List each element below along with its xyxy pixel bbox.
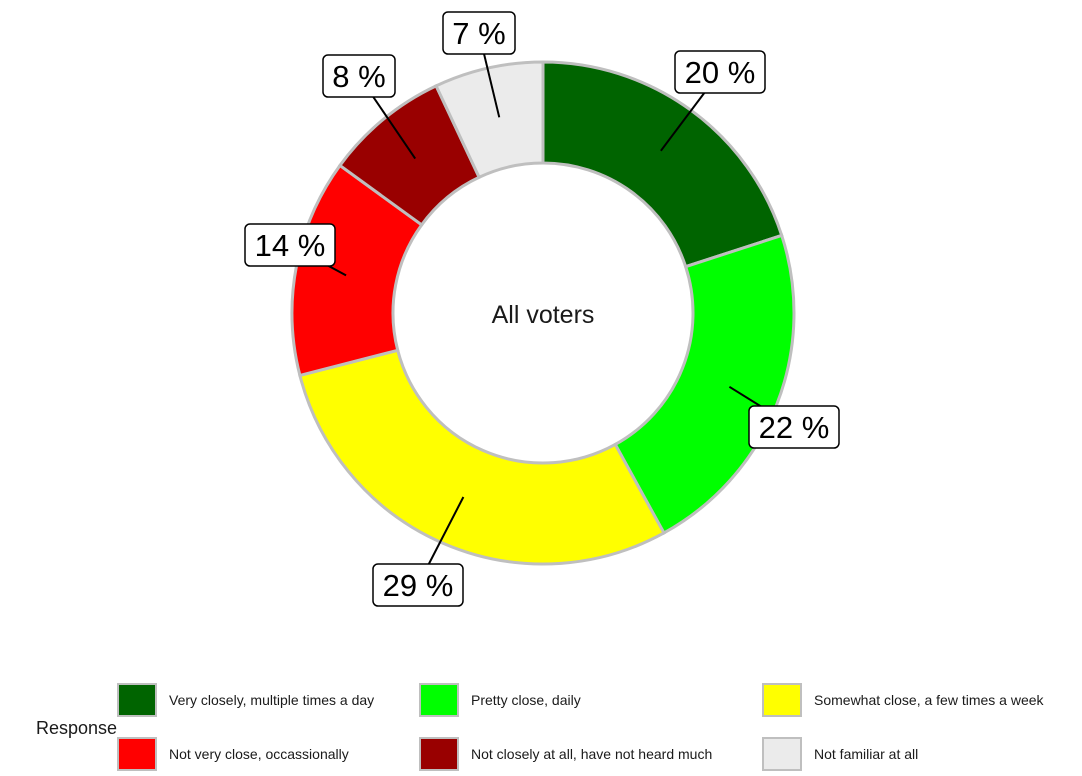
labels-group: 20 % 22 % 29 % 14 % 8 % 7 % [244,11,840,607]
slice-label-box [244,223,336,267]
slice-label: 7 % [442,11,516,55]
slice-label: 22 % [748,405,840,449]
slice-label-box [442,11,516,55]
legend-swatch [762,683,802,717]
slice-label-text: 7 % [452,16,505,51]
slice-label-text: 29 % [383,568,454,603]
legend-label: Not familiar at all [814,746,919,762]
legend-item: Not very close, occassionally [117,734,349,774]
legend-swatch [117,737,157,771]
donut-slice [541,60,784,269]
slice-label-box [322,54,396,98]
slice-label-box [372,563,464,607]
legend-swatch [762,737,802,771]
slice-label: 8 % [322,54,396,98]
legend-swatch [419,737,459,771]
legend: Response Very closely, multiple times a … [0,676,1082,776]
legend-label: Not very close, occassionally [169,746,349,762]
slice-label-box [674,50,766,94]
slice-label: 14 % [244,223,336,267]
legend-title: Response [36,718,118,738]
slice-label-text: 20 % [685,55,756,90]
legend-label: Not closely at all, have not heard much [471,746,713,762]
legend-item: Somewhat close, a few times a week [762,680,1044,720]
legend-item: Pretty close, daily [419,680,581,720]
legend-label: Pretty close, daily [471,692,581,708]
legend-swatch [117,683,157,717]
legend-swatch [419,683,459,717]
slice-label: 29 % [372,563,464,607]
slice-label-text: 8 % [332,59,385,94]
slice-label-text: 22 % [759,410,830,445]
slice-label-text: 14 % [255,228,326,263]
legend-item: Not closely at all, have not heard much [419,734,712,774]
center-label: All voters [492,301,595,329]
donut-slice [434,60,545,180]
donut-chart: 20 % 22 % 29 % 14 % 8 % 7 % All voters [244,11,840,607]
legend-label: Very closely, multiple times a day [169,692,375,708]
donut-slice [298,348,666,566]
slice-label-box [748,405,840,449]
slices-group [290,60,796,566]
legend-label: Somewhat close, a few times a week [814,692,1044,708]
legend-item: Very closely, multiple times a day [117,680,374,720]
donut-slice [613,233,796,535]
legend-item: Not familiar at all [762,734,918,774]
slice-label: 20 % [674,50,766,94]
